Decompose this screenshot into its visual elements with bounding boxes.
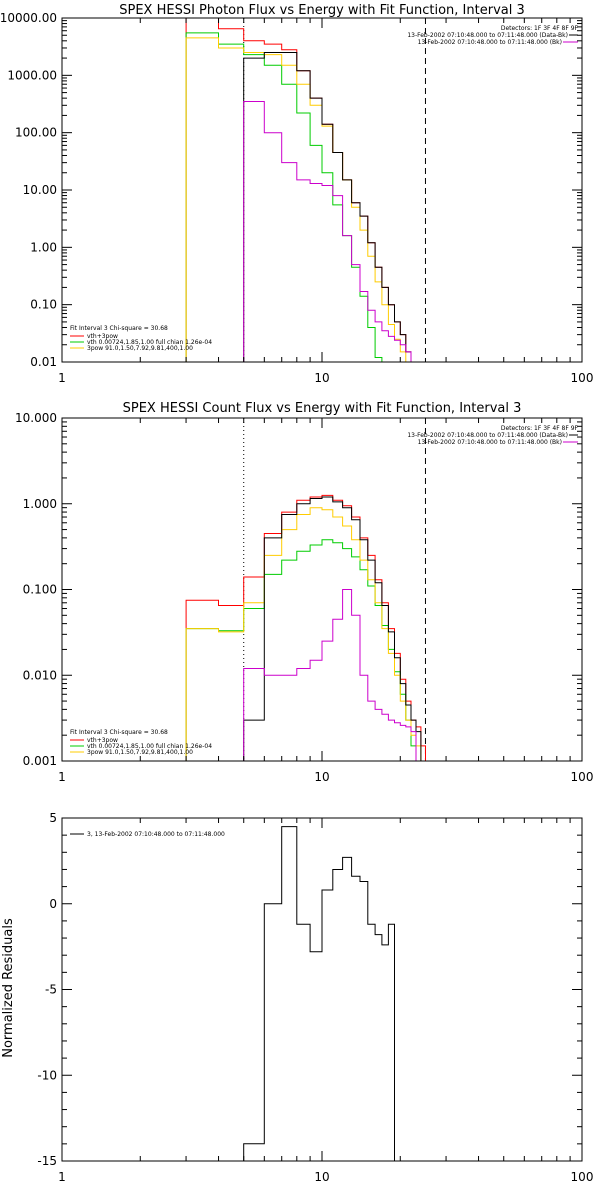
residuals-legend-label: 3, 13-Feb-2002 07:10:48.000 to 07:11:48.… (87, 831, 225, 838)
y-tick-label: 0.01 (30, 355, 57, 369)
y-tick-label: 100.00 (15, 126, 57, 140)
detectors-label: Detectors: 1F 3F 4F 8F 9F (501, 25, 579, 32)
x-tick-label: 1 (58, 1170, 66, 1184)
legend-label-3pow: 3pow 91.0,1.50,7.92,9.81,400,1.00 (87, 345, 193, 352)
y-tick-label: 1.00 (30, 240, 57, 254)
residuals-panel: 1 10 100 5 0 -5 -10 -15 Normalized Residuals 3,… (1, 811, 593, 1184)
series-3pow (185, 507, 422, 761)
y-tick-label: 0.001 (23, 754, 57, 768)
x-tick-label: 1 (58, 770, 66, 784)
plot-area (185, 18, 426, 362)
count-flux-legend: Fit Interval 3 Chi-square = 30.68 vth+3p… (70, 729, 212, 756)
photon-flux-legend: Fit Interval 3 Chi-square = 30.68 vth+3p… (70, 325, 212, 352)
y-tick-label: 0.100 (23, 583, 57, 597)
series-data (243, 52, 412, 362)
axes-frame (61, 17, 583, 363)
y-tick-label: -15 (37, 1154, 57, 1168)
series-vth-3pow (185, 18, 412, 362)
x-tick-label: 100 (571, 371, 594, 385)
bk-label: 13-Feb-2002 07:10:48.000 to 07:11:48.000… (418, 439, 562, 446)
residuals-plot (243, 826, 395, 1161)
legend-label-vth-plus-3pow: vth+3pow (87, 333, 118, 340)
count-flux-title: SPEX HESSI Count Flux vs Energy with Fit… (123, 401, 522, 416)
x-tick-label: 100 (571, 770, 594, 784)
photon-flux-ticks: 1 10 100 0.01 0.10 1.00 10.00 100.00 1000.00 1000… (0, 11, 593, 385)
y-tick-label: -10 (37, 1068, 57, 1082)
y-tick-label: 0.10 (30, 298, 57, 312)
x-tick-label: 10 (314, 770, 329, 784)
y-tick-label: 10000.00 (0, 11, 57, 25)
detectors-label: Detectors: 1F 3F 4F 8F 9F (501, 425, 579, 432)
series-vth-3pow (185, 494, 426, 761)
y-tick-label: 0.010 (23, 668, 57, 682)
y-tick-label: 1.000 (23, 497, 57, 511)
axes-frame (61, 417, 583, 762)
residuals-y-axis-label: Normalized Residuals (1, 918, 16, 1058)
legend-label-3pow: 3pow 91.0,1.50,7.92,9.81,400,1.00 (87, 749, 193, 756)
y-tick-label: -5 (45, 983, 57, 997)
count-flux-info: Detectors: 1F 3F 4F 8F 9F 13-Feb-2002 07… (407, 425, 578, 446)
axes-frame (61, 817, 583, 1162)
series-3pow (185, 37, 412, 362)
residuals-ticks: 1 10 100 5 0 -5 -10 -15 (37, 811, 593, 1184)
plot-area (185, 418, 426, 761)
series-background (243, 589, 417, 761)
series-data (243, 496, 422, 761)
photon-flux-plot (185, 18, 426, 362)
x-tick-label: 100 (571, 1170, 594, 1184)
count-flux-panel: SPEX HESSI Count Flux vs Energy with Fit… (15, 401, 593, 784)
series-3-13-feb-2002-07-10-48-000-to-07-11-48-000 (243, 826, 395, 1161)
data-minus-bk-label: 13-Feb-2002 07:10:48.000 to 07:11:48.000… (407, 32, 568, 39)
y-tick-label: 10.000 (15, 411, 57, 425)
legend-label-vth: vth 0.00724,1.85,1.00 full chian 1.26e-0… (87, 743, 212, 750)
plot-area (243, 826, 395, 1161)
y-tick-label: 0 (49, 897, 57, 911)
bk-label: 13-Feb-2002 07:10:48.000 to 07:11:48.000… (418, 39, 562, 46)
data-minus-bk-label: 13-Feb-2002 07:10:48.000 to 07:11:48.000… (407, 432, 568, 439)
y-tick-label: 1000.00 (7, 68, 57, 82)
x-tick-label: 10 (314, 1170, 329, 1184)
series-vth (185, 539, 417, 761)
series-background (243, 101, 412, 362)
count-flux-plot (185, 418, 426, 761)
y-tick-label: 5 (49, 811, 57, 825)
residuals-legend: 3, 13-Feb-2002 07:10:48.000 to 07:11:48.… (70, 831, 225, 838)
x-tick-label: 10 (314, 371, 329, 385)
fit-interval-label: Fit Interval 3 Chi-square = 30.68 (70, 729, 168, 736)
x-tick-label: 1 (58, 371, 66, 385)
legend-label-vth: vth 0.00724,1.85,1.00 full chian 1.26e-0… (87, 339, 212, 346)
legend-label-vth-plus-3pow: vth+3pow (87, 737, 118, 744)
fit-interval-label: Fit Interval 3 Chi-square = 30.68 (70, 325, 168, 332)
photon-flux-info: Detectors: 1F 3F 4F 8F 9F 13-Feb-2002 07… (407, 25, 578, 46)
count-flux-ticks: 1 10 100 0.001 0.010 0.100 1.000 10.000 (15, 411, 593, 784)
photon-flux-panel: SPEX HESSI Photon Flux vs Energy with Fi… (0, 3, 593, 385)
photon-flux-title: SPEX HESSI Photon Flux vs Energy with Fi… (119, 3, 525, 18)
series-vth (185, 32, 383, 362)
y-tick-label: 10.00 (23, 183, 57, 197)
